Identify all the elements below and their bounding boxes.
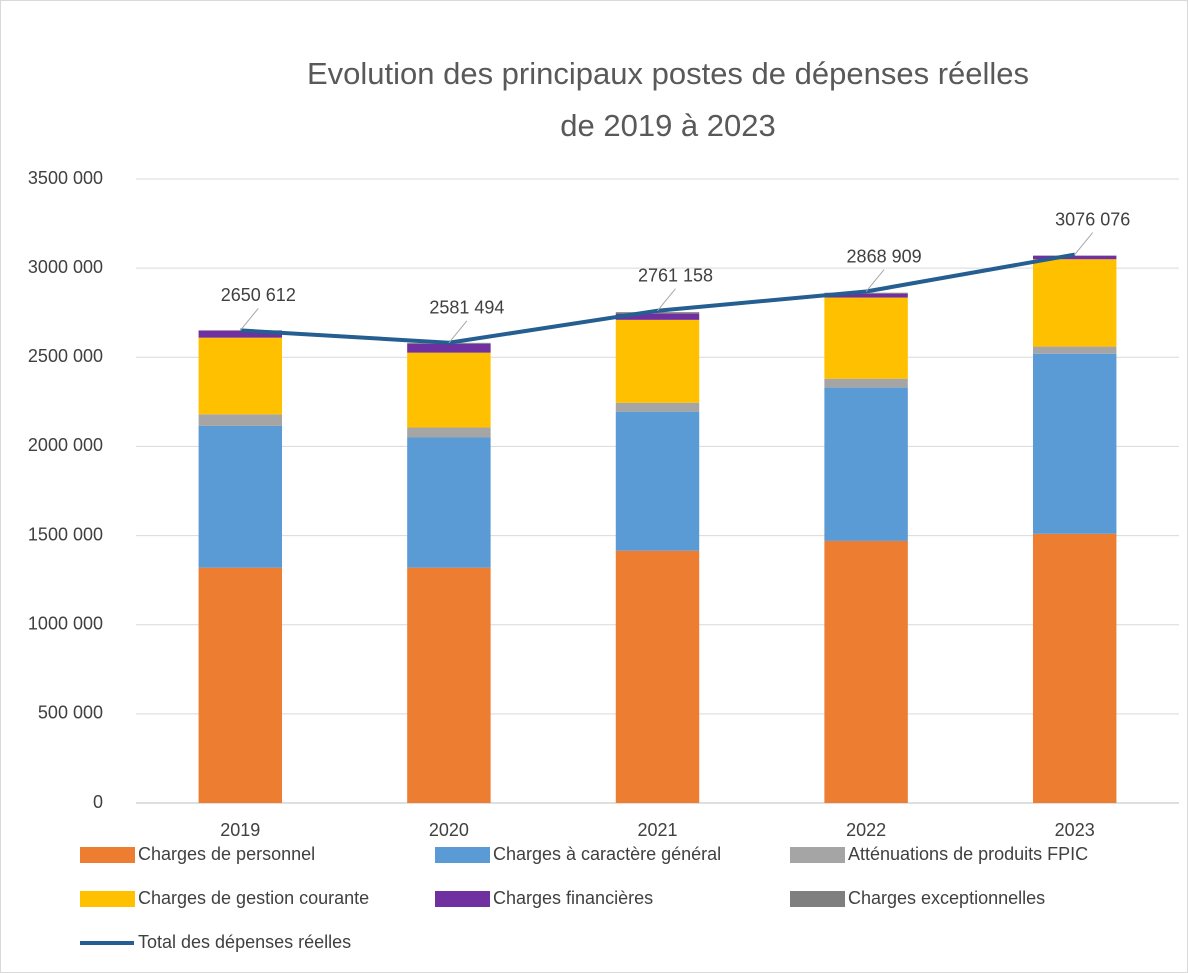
bar-segment [615,312,700,314]
bar-segment [198,425,283,568]
y-tick-label: 2000 000 [28,435,103,455]
legend-label: Charges exceptionnelles [848,888,1045,908]
data-label: 2761 158 [638,265,713,285]
data-label: 3076 076 [1055,209,1130,229]
y-tick-label: 3000 000 [28,257,103,277]
leader-line [1074,232,1094,255]
x-tick-label: 2020 [429,820,469,840]
bar-segment [407,427,491,438]
y-tick-label: 500 000 [38,703,103,723]
legend-label: Charges financières [493,888,653,908]
bar-segment [615,313,700,320]
bar-segment [1032,533,1117,803]
legend-label: Total des dépenses réelles [138,932,351,952]
bar-segment [615,402,700,412]
bar-segment [198,567,283,803]
bar-segment [1032,259,1117,347]
bar-segment [1032,255,1117,260]
chart-subtitle: de 2019 à 2023 [560,108,776,143]
bar-segment [824,540,908,803]
legend-label: Charges de gestion courante [138,888,369,908]
x-tick-label: 2019 [220,820,260,840]
chart-title: Evolution des principaux postes de dépen… [307,56,1029,91]
legend-swatch [790,847,845,863]
bar-segment [615,411,700,551]
bar-segment [824,297,908,379]
y-tick-label: 3500 000 [28,168,103,188]
total-line [240,252,1076,345]
legend-swatch [80,847,135,863]
leader-line [239,308,259,331]
legend-swatch [435,891,490,907]
data-label: 2650 612 [221,285,296,305]
data-label: 2868 909 [847,246,922,266]
leader-line [865,269,885,292]
legend-label: Charges à caractère général [493,844,721,864]
bar-segment [824,378,908,388]
bar-segment [198,330,283,338]
bar-segment [407,343,491,353]
bar-segment [615,550,700,803]
legend-label: Charges de personnel [138,844,315,864]
legend-swatch [435,847,490,863]
leader-line [657,288,676,312]
bar-segment [615,319,700,403]
bar-segment [407,352,491,428]
x-tick-label: 2022 [846,820,886,840]
data-label: 2581 494 [429,298,504,318]
legend-swatch [790,891,845,907]
x-tick-label: 2023 [1055,820,1095,840]
leader-line [448,320,468,344]
bar-segment [407,567,491,803]
bar-segment [407,437,491,568]
y-tick-label: 0 [93,792,103,812]
bar-segment [198,414,283,426]
y-tick-label: 2500 000 [28,346,103,366]
legend-swatch [80,891,135,907]
bar-segment [198,337,283,415]
legend-label: Atténuations de produits FPIC [848,844,1088,864]
x-tick-label: 2021 [637,820,677,840]
y-tick-label: 1500 000 [28,524,103,544]
bar-segment [824,387,908,541]
bar-segment [824,293,908,298]
bar-segment [1032,346,1117,354]
y-tick-label: 1000 000 [28,613,103,633]
bar-segment [1032,353,1117,534]
